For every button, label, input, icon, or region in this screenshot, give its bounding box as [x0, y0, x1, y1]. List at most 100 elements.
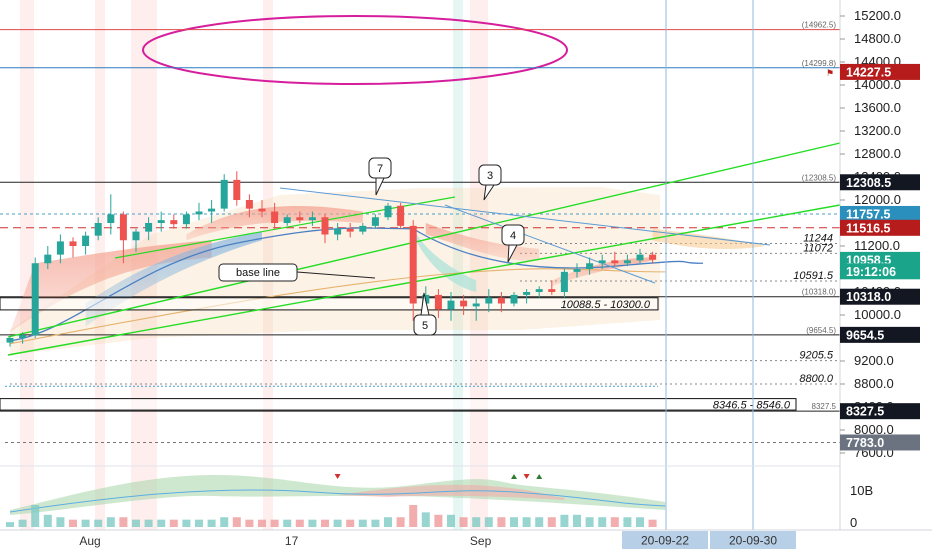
volume-bar [535, 517, 544, 527]
price-tag-label: 12308.5 [846, 176, 891, 190]
callout-7: 7 [368, 157, 392, 196]
volume-bar [484, 517, 493, 527]
volume-axis-label-10b: 10B [850, 483, 873, 498]
callout-label: 4 [510, 230, 516, 242]
candle-body [258, 208, 266, 212]
date-badge [710, 531, 796, 549]
callout-label: 7 [377, 163, 383, 175]
callout-pointer [420, 292, 430, 316]
volume-bar [232, 517, 241, 527]
candle-body [649, 254, 657, 260]
candle-body [523, 292, 531, 295]
candle-body [119, 214, 127, 241]
volume-bar [472, 517, 481, 527]
candle-body [69, 241, 77, 246]
annotations: 7 3 4 5 base line [218, 157, 525, 336]
level-label: (9654.5) [806, 326, 836, 335]
volume-bar [31, 505, 40, 527]
sell-marker [334, 474, 341, 479]
buy-marker [536, 474, 543, 479]
price-tag-label: 7783.0 [846, 436, 884, 450]
volume-bar [510, 517, 518, 527]
volume-bar [245, 519, 254, 527]
trendline-blue-2 [444, 204, 656, 284]
candle-body [535, 289, 543, 292]
tick-label: 11200.0 [854, 238, 900, 253]
volume-bar [560, 514, 569, 527]
volume-axis-label-0: 0 [850, 515, 857, 530]
level-label: 11244 [803, 232, 833, 244]
date-badge-label: 20-09-22 [641, 534, 689, 548]
price-tag-label: 10318.0 [846, 290, 891, 304]
volume-bar [648, 519, 657, 527]
callout-base-line: base line [218, 263, 376, 282]
zone-box [0, 297, 659, 311]
candle-body [271, 211, 279, 223]
volume-bar [333, 519, 342, 527]
volume-bar [598, 517, 607, 527]
volume-bar [258, 519, 266, 527]
candle-body [623, 260, 631, 264]
price-tags: 14227.512308.511757.511516.510958.519:12… [826, 63, 920, 451]
volume-bar [295, 519, 304, 527]
candle-body [208, 208, 216, 212]
callout-label: base line [236, 267, 280, 279]
candle-body [308, 217, 316, 221]
cloud-orange-band [652, 228, 766, 249]
level-label: 9205.5 [799, 350, 834, 362]
price-tag [840, 174, 920, 191]
candle-body [56, 241, 64, 255]
volume-bar [144, 519, 153, 527]
price-tag [840, 63, 920, 80]
candle-body [447, 300, 455, 310]
tick-label: 8000.0 [854, 422, 894, 437]
price-tag [840, 263, 920, 280]
candle-body [44, 254, 52, 264]
candle-body [334, 228, 342, 235]
volume-bar [497, 517, 506, 527]
tick-label: 13200.0 [854, 123, 901, 138]
volume-bar [522, 517, 531, 527]
candle-body [560, 271, 568, 292]
candle-body [598, 260, 606, 264]
volume-bar [409, 505, 418, 527]
candle-body [384, 205, 392, 218]
candle-body [434, 294, 442, 310]
volume-bar [421, 512, 430, 527]
candle-body [359, 225, 367, 232]
callout-label: 5 [422, 320, 428, 332]
tick-label: 15200.0 [854, 8, 901, 23]
volume-bar [434, 514, 443, 527]
candle-body [409, 225, 417, 304]
volume-bar [346, 519, 355, 527]
volume-bar [195, 519, 203, 527]
time-label: Sep [470, 534, 492, 548]
volume-bar [207, 519, 216, 527]
callout-pointer [507, 244, 518, 263]
callout-3: 3 [478, 164, 502, 201]
candle-body [510, 294, 518, 304]
date-badge [622, 531, 708, 549]
candle-body [573, 269, 581, 272]
callout-4: 4 [501, 224, 525, 263]
candle-body [145, 223, 153, 232]
trendline-blue [279, 187, 771, 246]
level-label: (10318.0) [802, 288, 837, 297]
volume-bar [623, 517, 632, 527]
volume-oscillator-red [337, 484, 565, 500]
volume-bar [69, 519, 77, 527]
volume-bar [119, 517, 128, 527]
level-label: 10591.5 [793, 270, 834, 282]
candle-body [371, 217, 379, 226]
candle-body [460, 300, 468, 307]
volume-bar [384, 517, 392, 527]
tick-label: 12000.0 [854, 192, 901, 207]
candle-body [82, 235, 90, 246]
candle-body [245, 200, 253, 209]
level-label: (12308.5) [802, 173, 837, 182]
volume-bar [585, 517, 594, 527]
price-tag-label: 11516.5 [846, 221, 891, 235]
price-tag-label: 14227.5 [846, 65, 891, 79]
volume-bar [81, 519, 90, 527]
